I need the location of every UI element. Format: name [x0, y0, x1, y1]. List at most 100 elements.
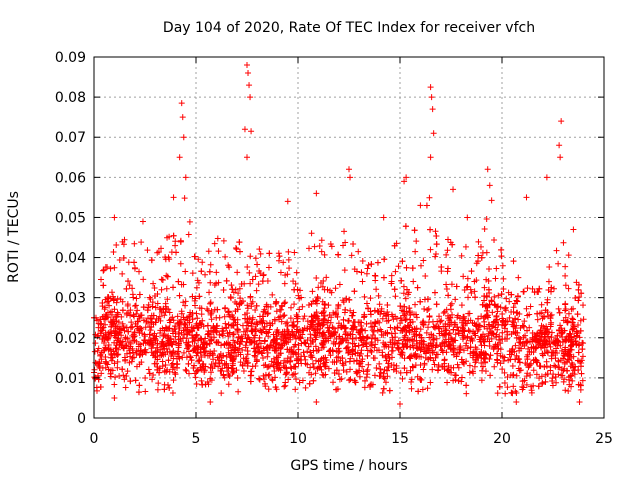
data-point	[335, 348, 342, 355]
data-point	[324, 324, 331, 331]
data-point	[378, 331, 385, 338]
data-point	[121, 345, 128, 352]
data-point	[414, 284, 421, 291]
data-point	[170, 232, 177, 239]
data-point	[315, 284, 322, 291]
data-point	[471, 350, 478, 357]
data-point	[252, 363, 259, 370]
data-point	[214, 306, 221, 313]
data-point	[576, 293, 583, 300]
data-point	[151, 284, 158, 291]
data-point	[107, 373, 114, 380]
data-point	[562, 387, 569, 394]
data-point	[104, 314, 111, 321]
data-point	[192, 295, 199, 302]
data-point	[109, 354, 116, 361]
data-point	[482, 313, 489, 320]
data-point	[459, 332, 466, 339]
data-point	[575, 349, 582, 356]
data-point	[215, 279, 222, 286]
data-point	[225, 321, 232, 328]
data-point	[152, 304, 159, 311]
data-point	[148, 345, 155, 352]
data-point	[475, 252, 482, 259]
data-point	[342, 330, 349, 337]
data-point	[207, 350, 214, 357]
data-point	[160, 333, 167, 340]
data-point	[322, 359, 329, 366]
data-point	[513, 297, 520, 304]
data-point	[321, 312, 328, 319]
data-point	[113, 241, 120, 248]
data-point	[289, 328, 296, 335]
data-point	[113, 330, 120, 337]
data-point	[342, 324, 349, 331]
data-point	[228, 350, 235, 357]
data-point	[330, 325, 337, 332]
data-point	[418, 262, 425, 269]
data-point	[174, 364, 180, 371]
data-point	[108, 357, 115, 364]
data-point	[158, 309, 165, 316]
data-point	[263, 320, 270, 327]
data-point	[425, 356, 432, 363]
data-point	[234, 374, 241, 381]
data-point	[220, 371, 227, 378]
data-point	[207, 300, 214, 307]
data-point	[568, 334, 575, 341]
data-point	[312, 370, 319, 377]
data-point	[495, 303, 502, 310]
data-point	[406, 309, 413, 316]
data-point	[574, 311, 581, 318]
data-point	[319, 333, 326, 340]
data-point	[257, 340, 264, 347]
data-point	[110, 248, 117, 255]
data-point	[325, 365, 332, 372]
data-point	[101, 266, 108, 273]
data-point	[376, 373, 383, 380]
data-point	[265, 386, 272, 393]
data-point	[270, 331, 277, 338]
data-point	[309, 288, 316, 295]
data-point	[229, 322, 236, 329]
data-point	[145, 301, 152, 308]
data-point	[138, 359, 145, 366]
data-point	[349, 351, 356, 358]
data-point	[494, 350, 501, 357]
data-point	[213, 329, 220, 336]
data-point	[264, 349, 271, 356]
data-point	[407, 319, 414, 326]
data-point	[457, 343, 464, 350]
data-point	[102, 304, 109, 311]
data-point	[137, 325, 144, 332]
data-point	[393, 315, 400, 322]
data-point	[158, 286, 165, 293]
data-point	[514, 309, 521, 316]
data-point	[578, 290, 585, 297]
data-point	[429, 366, 436, 373]
data-point	[495, 321, 502, 328]
data-point	[327, 347, 334, 354]
data-point	[341, 267, 348, 274]
data-point	[108, 330, 115, 337]
data-point	[150, 372, 157, 379]
data-point	[244, 305, 251, 312]
data-point	[381, 256, 388, 263]
data-point	[400, 290, 407, 297]
data-point	[483, 293, 490, 300]
data-point	[550, 285, 557, 292]
data-point	[395, 345, 402, 352]
data-point	[499, 366, 506, 373]
data-point	[266, 319, 273, 326]
data-point	[211, 334, 218, 341]
y-tick-label: 0.01	[55, 371, 86, 387]
data-point	[156, 365, 163, 372]
data-point	[553, 345, 560, 352]
data-point	[555, 371, 562, 378]
data-point	[304, 325, 311, 332]
data-point	[267, 303, 274, 310]
data-point	[170, 364, 177, 371]
data-point	[447, 314, 454, 321]
data-point	[370, 328, 377, 335]
data-point	[472, 294, 479, 301]
